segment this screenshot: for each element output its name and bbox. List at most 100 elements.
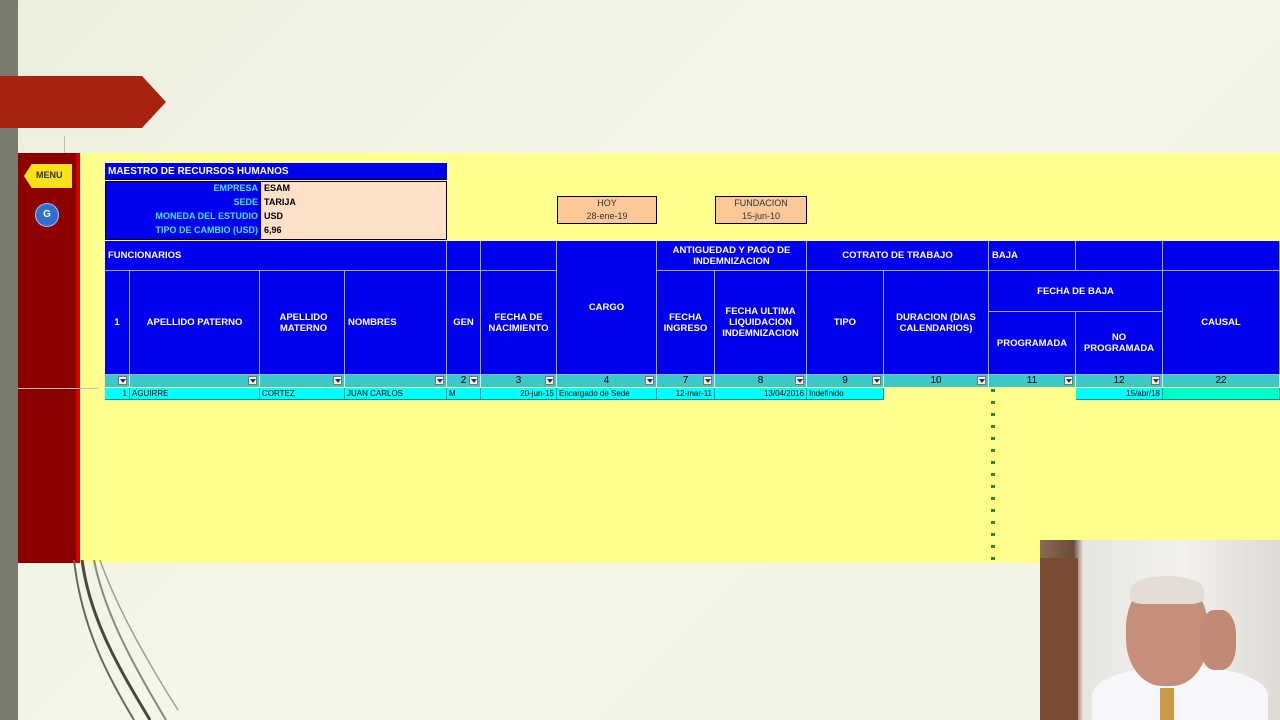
filter-num-programada: 11 bbox=[1026, 375, 1038, 386]
filter-cell-num bbox=[105, 375, 130, 387]
col-header-tipo[interactable]: TIPO bbox=[807, 271, 884, 375]
g-button[interactable]: G bbox=[35, 203, 59, 227]
filter-cell-apellido-paterno bbox=[130, 375, 260, 387]
sheet-sidebar-edge bbox=[76, 153, 80, 563]
filter-num-cargo: 4 bbox=[603, 375, 610, 386]
filter-dropdown-icon[interactable] bbox=[977, 376, 986, 385]
group-header-baja: BAJA bbox=[989, 241, 1076, 271]
group-header-funcionarios: FUNCIONARIOS bbox=[105, 241, 447, 271]
info-value-sede[interactable]: TARIJA bbox=[264, 197, 296, 207]
cell-cargo[interactable]: Encargado de Sede bbox=[557, 388, 657, 400]
col-header-gen[interactable]: GEN bbox=[447, 271, 481, 375]
info-value-empresa[interactable]: ESAM bbox=[264, 183, 291, 193]
filter-dropdown-icon[interactable] bbox=[118, 376, 127, 385]
group-header-fecha-baja: FECHA DE BAJA bbox=[989, 271, 1163, 312]
cell-tipo[interactable]: Indefinido bbox=[807, 388, 884, 400]
info-label-moneda: MONEDA DEL ESTUDIO bbox=[155, 211, 258, 221]
col-header-no-programada[interactable]: NO PROGRAMADA bbox=[1076, 312, 1163, 375]
filter-num-causal: 22 bbox=[1215, 375, 1227, 386]
col-header-fecha-ingreso[interactable]: FECHA INGRESO bbox=[657, 271, 715, 375]
group-header-blank-2 bbox=[481, 241, 557, 271]
filter-dropdown-icon[interactable] bbox=[545, 376, 554, 385]
col-header-duracion[interactable]: DURACION (DIAS CALENDARIOS) bbox=[884, 271, 989, 375]
filter-cell-no-programada: 12 bbox=[1076, 375, 1163, 387]
col-header-num[interactable]: 1 bbox=[105, 271, 130, 375]
filter-dropdown-icon[interactable] bbox=[703, 376, 712, 385]
cell-nombres[interactable]: JUAN CARLOS bbox=[345, 388, 447, 400]
filter-cell-duracion: 10 bbox=[884, 375, 989, 387]
filter-dropdown-icon[interactable] bbox=[469, 376, 478, 385]
cell-fecha-ultima[interactable]: 13/04/2016 bbox=[715, 388, 807, 400]
slide-divider bbox=[64, 136, 65, 154]
filter-dropdown-icon[interactable] bbox=[333, 376, 342, 385]
col-header-causal[interactable]: CAUSAL bbox=[1163, 271, 1280, 375]
menu-arrow-icon bbox=[24, 164, 72, 188]
col-header-nombres[interactable]: NOMBRES bbox=[345, 271, 447, 375]
info-row-tipo-cambio: TIPO DE CAMBIO (USD) 6,96 bbox=[106, 225, 446, 239]
group-header-contrato: COTRATO DE TRABAJO bbox=[807, 241, 989, 271]
menu-button[interactable]: MENU bbox=[24, 164, 72, 188]
spreadsheet-area: MENU G MAESTRO DE RECURSOS HUMANOS EMPRE… bbox=[18, 153, 1280, 563]
group-header-blank-4 bbox=[1163, 241, 1280, 271]
group-header-blank-1 bbox=[447, 241, 481, 271]
cell-num[interactable]: 1 bbox=[105, 388, 130, 400]
filter-num-duracion: 10 bbox=[930, 375, 942, 386]
info-row-empresa: EMPRESA ESAM bbox=[106, 183, 446, 197]
menu-button-label: MENU bbox=[36, 170, 63, 180]
col-header-programada[interactable]: PROGRAMADA bbox=[989, 312, 1076, 375]
info-value-moneda[interactable]: USD bbox=[264, 211, 284, 221]
cell-apellido-materno[interactable]: CORTEZ bbox=[260, 388, 345, 400]
col-header-apellido-materno[interactable]: APELLIDO MATERNO bbox=[260, 271, 345, 375]
webcam-background-door bbox=[1040, 558, 1078, 720]
cell-fecha-ingreso[interactable]: 12-mar-11 bbox=[657, 388, 715, 400]
filter-cell-fecha-nacimiento: 3 bbox=[481, 375, 557, 387]
selection-dashed-border bbox=[991, 389, 995, 563]
sheet-title: MAESTRO DE RECURSOS HUMANOS bbox=[105, 163, 447, 180]
group-header-antiguedad: ANTIGUEDAD Y PAGO DE INDEMNIZACION bbox=[657, 241, 807, 271]
filter-num-no-programada: 12 bbox=[1113, 375, 1125, 386]
fundacion-value: 15-jun-10 bbox=[741, 211, 781, 221]
filter-dropdown-icon[interactable] bbox=[435, 376, 444, 385]
group-header-blank-3 bbox=[1076, 241, 1163, 271]
filter-dropdown-icon[interactable] bbox=[1064, 376, 1073, 385]
slide-left-strip bbox=[0, 0, 18, 720]
hoy-label: HOY bbox=[597, 198, 617, 208]
filter-cell-cargo: 4 bbox=[557, 375, 657, 387]
info-label-empresa: EMPRESA bbox=[213, 183, 258, 193]
filter-cell-nombres bbox=[345, 375, 447, 387]
row-gridline bbox=[18, 388, 98, 389]
filter-num-gen: 2 bbox=[460, 375, 467, 386]
filter-cell-apellido-materno bbox=[260, 375, 345, 387]
presenter-hand bbox=[1200, 610, 1236, 670]
info-row-moneda: MONEDA DEL ESTUDIO USD bbox=[106, 211, 446, 225]
cell-gen[interactable]: M bbox=[447, 388, 481, 400]
filter-num-tipo: 9 bbox=[842, 375, 848, 386]
filter-cell-tipo: 9 bbox=[807, 375, 884, 387]
cell-causal[interactable] bbox=[1163, 388, 1280, 400]
filter-cell-programada: 11 bbox=[989, 375, 1076, 387]
cell-apellido-paterno[interactable]: AGUIRRE bbox=[130, 388, 260, 400]
filter-dropdown-icon[interactable] bbox=[248, 376, 257, 385]
filter-cell-fecha-ingreso: 7 bbox=[657, 375, 715, 387]
filter-cell-causal: 22 bbox=[1163, 375, 1280, 387]
col-header-fecha-nacimiento[interactable]: FECHA DE NACIMIENTO bbox=[481, 271, 557, 375]
filter-num-fecha-nacimiento: 3 bbox=[515, 375, 522, 386]
col-header-apellido-paterno[interactable]: APELLIDO PATERNO bbox=[130, 271, 260, 375]
col-header-cargo[interactable]: CARGO bbox=[557, 241, 657, 375]
filter-cell-gen: 2 bbox=[447, 375, 481, 387]
filter-num-fecha-ingreso: 7 bbox=[682, 375, 689, 386]
info-labels-bg bbox=[106, 182, 261, 239]
filter-dropdown-icon[interactable] bbox=[1151, 376, 1160, 385]
hoy-value: 28-ene-19 bbox=[586, 211, 628, 221]
hoy-box: HOY 28-ene-19 bbox=[557, 196, 657, 224]
col-header-fecha-ultima[interactable]: FECHA ULTIMA LIQUIDACION INDEMNIZACION bbox=[715, 271, 807, 375]
presenter-tie bbox=[1160, 688, 1174, 720]
fundacion-box: FUNDACION 15-jun-10 bbox=[715, 196, 807, 224]
filter-dropdown-icon[interactable] bbox=[795, 376, 804, 385]
cell-no-programada[interactable]: 15/abr/18 bbox=[1076, 388, 1163, 400]
filter-dropdown-icon[interactable] bbox=[872, 376, 881, 385]
cell-fecha-nacimiento[interactable]: 20-jun-15 bbox=[481, 388, 557, 400]
info-value-tipo-cambio[interactable]: 6,96 bbox=[264, 225, 282, 235]
filter-num-fecha-ultima: 8 bbox=[757, 375, 764, 386]
filter-dropdown-icon[interactable] bbox=[645, 376, 654, 385]
